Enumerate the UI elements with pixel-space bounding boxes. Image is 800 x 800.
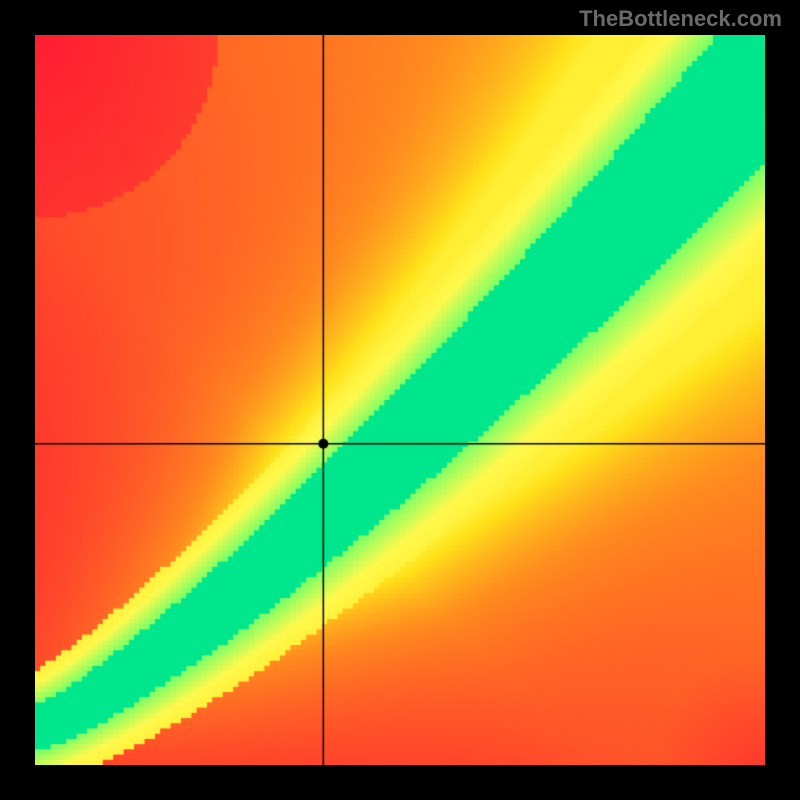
chart-container: TheBottleneck.com [0, 0, 800, 800]
bottleneck-heatmap [35, 35, 765, 765]
watermark-text: TheBottleneck.com [579, 6, 782, 32]
